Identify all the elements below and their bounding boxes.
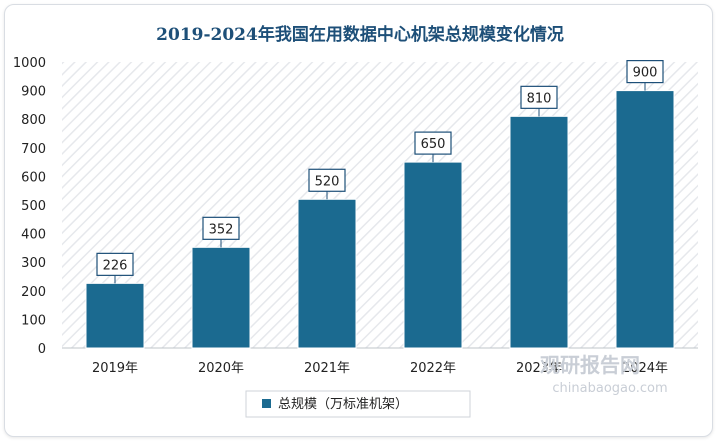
data-labels: 226 352 520 650 810 900 — [96, 59, 664, 284]
y-tick-label: 800 — [21, 113, 46, 128]
bar — [85, 282, 145, 349]
legend: 总规模（万标准机架） — [245, 390, 471, 418]
bar — [509, 115, 569, 349]
data-label: 352 — [209, 222, 234, 237]
legend-swatch — [262, 399, 271, 408]
plot-background — [62, 62, 698, 348]
y-tick-label: 700 — [21, 142, 46, 157]
x-tick-label: 2020年 — [198, 361, 244, 376]
y-tick-label: 1000 — [13, 56, 46, 71]
watermark-url: chinabaogao.com — [552, 381, 667, 396]
x-axis: 2019年 2020年 2021年 2022年 2023年 2024年 — [62, 347, 698, 376]
bar — [403, 161, 463, 349]
y-tick-label: 600 — [21, 170, 46, 185]
bar-series — [85, 90, 675, 349]
legend-label: 总规模（万标准机架） — [278, 397, 408, 412]
x-tick-label: 2022年 — [410, 361, 456, 376]
x-tick-label: 2024年 — [622, 361, 668, 376]
bar — [191, 246, 251, 349]
bar — [615, 90, 675, 349]
y-axis: 0 100 200 300 400 500 600 700 800 900 1000 — [13, 56, 46, 357]
y-tick-label: 500 — [21, 199, 46, 214]
data-label: 650 — [421, 137, 446, 152]
x-tick-label: 2023年 — [516, 361, 562, 376]
y-tick-label: 100 — [21, 313, 46, 328]
data-label: 226 — [103, 258, 128, 273]
bar — [297, 198, 357, 349]
data-label: 900 — [633, 66, 658, 81]
data-label: 520 — [315, 174, 340, 189]
x-tick-label: 2021年 — [304, 361, 350, 376]
watermark: 观研报告网 chinabaogao.com — [540, 353, 668, 396]
y-tick-label: 900 — [21, 85, 46, 100]
y-tick-label: 0 — [38, 342, 46, 357]
y-tick-label: 400 — [21, 228, 46, 243]
y-tick-label: 200 — [21, 285, 46, 300]
legend-box — [245, 390, 471, 418]
x-tick-label: 2019年 — [92, 361, 138, 376]
y-tick-label: 300 — [21, 256, 46, 271]
chart-title: 2019-2024年我国在用数据中心机架总规模变化情况 — [156, 24, 564, 45]
data-label: 810 — [527, 91, 552, 106]
watermark-name: 观研报告网 — [540, 353, 640, 377]
